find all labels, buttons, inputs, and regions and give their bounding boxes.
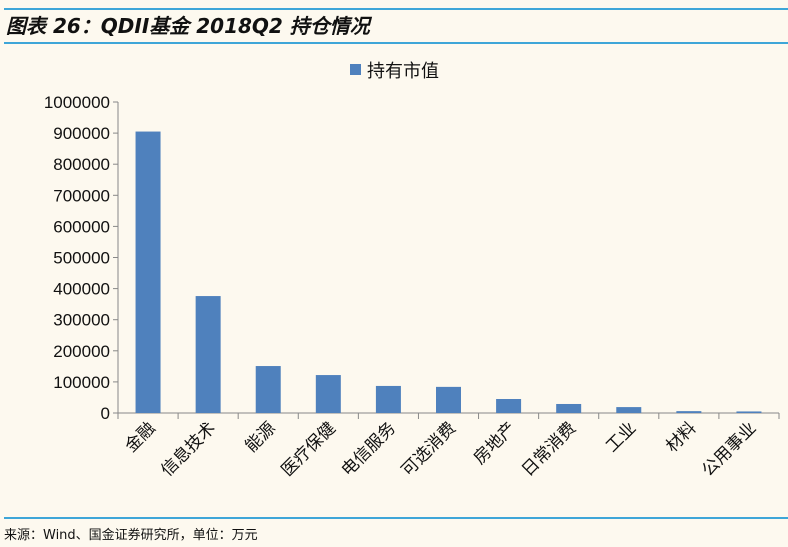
x-tick-label: 工业 [602, 418, 640, 456]
bar-材料 [676, 411, 702, 413]
title-rule [4, 42, 788, 44]
y-tick-label: 700000 [53, 186, 110, 205]
source-note: 来源：Wind、国金证券研究所，单位：万元 [4, 528, 258, 543]
y-tick-label: 600000 [53, 217, 110, 236]
x-tick-label: 材料 [662, 418, 700, 456]
y-tick-label: 0 [101, 404, 110, 423]
x-tick-label: 能源 [242, 418, 280, 456]
bar-chart: 0 100000 200000 300000 400000 500000 600000 700… [44, 61, 780, 481]
y-tick-label: 1000000 [44, 93, 110, 112]
bar-医疗保健 [315, 375, 341, 413]
y-tick-label: 900000 [53, 124, 110, 143]
bar-能源 [255, 366, 281, 413]
bar-可选消费 [436, 386, 461, 413]
x-tick-label: 公用事业 [698, 418, 760, 480]
figure-title: 图表 26：QDII基金 2018Q2 持仓情况 [6, 14, 370, 38]
bottom-rule [4, 517, 788, 519]
y-tick-label: 500000 [53, 249, 110, 268]
x-tick-label: 电信服务 [338, 418, 400, 480]
bar-日常消费 [556, 403, 582, 413]
legend-swatch [350, 64, 361, 75]
bar-电信服务 [375, 385, 401, 413]
x-tick-label: 日常消费 [518, 418, 580, 480]
x-tick-label: 医疗保健 [278, 418, 340, 480]
legend-label: 持有市值 [367, 61, 439, 82]
y-tick-label: 800000 [53, 155, 110, 174]
top-rule [4, 8, 788, 10]
bar-信息技术 [195, 296, 221, 413]
y-tick-label: 300000 [53, 311, 110, 330]
y-tick-label: 100000 [53, 373, 110, 392]
x-tick-label: 信息技术 [157, 418, 219, 480]
bar-金融 [135, 131, 161, 414]
x-tick-label: 可选消费 [398, 418, 460, 480]
bar-房地产 [496, 399, 522, 413]
x-tick-label: 房地产 [470, 418, 520, 468]
y-tick-label: 400000 [53, 280, 110, 299]
x-tick-label: 金融 [121, 418, 159, 456]
y-tick-label: 200000 [53, 342, 110, 361]
bar-公用事业 [736, 411, 762, 413]
bar-工业 [616, 407, 642, 413]
